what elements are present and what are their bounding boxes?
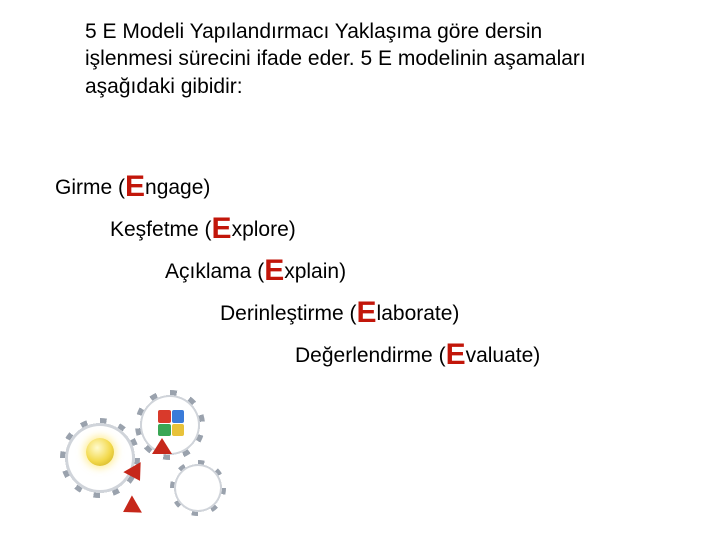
lightbulb-icon [86, 438, 114, 466]
big-e-icon: E [446, 338, 466, 371]
step-evaluate: Değerlendirme (Evaluate) [295, 336, 540, 370]
big-e-icon: E [125, 170, 145, 203]
step-elaborate: Derinleştirme (Elaborate) [220, 294, 459, 328]
step-label-post: ngage) [145, 176, 210, 199]
cycle-arrow-icon [118, 495, 142, 520]
gear-illustration [60, 380, 230, 520]
step-label-pre: Değerlendirme ( [295, 344, 446, 367]
step-engage: Girme (Engage) [55, 168, 210, 202]
big-e-icon: E [212, 212, 232, 245]
step-explain: Açıklama (Explain) [165, 252, 346, 286]
step-label-pre: Derinleştirme ( [220, 302, 357, 325]
gear-icon [170, 460, 226, 516]
step-label-pre: Keşfetme ( [110, 218, 212, 241]
step-label-post: xplain) [284, 260, 346, 283]
step-label-pre: Girme ( [55, 176, 125, 199]
slide: 5 E Modeli Yapılandırmacı Yaklaşıma göre… [0, 0, 720, 540]
big-e-icon: E [357, 296, 377, 329]
puzzle-icon [158, 410, 184, 436]
step-label-post: xplore) [232, 218, 296, 241]
big-e-icon: E [264, 254, 284, 287]
intro-paragraph: 5 E Modeli Yapılandırmacı Yaklaşıma göre… [85, 18, 620, 100]
step-label-post: valuate) [466, 344, 541, 367]
step-label-pre: Açıklama ( [165, 260, 264, 283]
step-explore: Keşfetme (Explore) [110, 210, 296, 244]
cycle-arrow-icon [152, 438, 172, 454]
step-label-post: laborate) [377, 302, 460, 325]
